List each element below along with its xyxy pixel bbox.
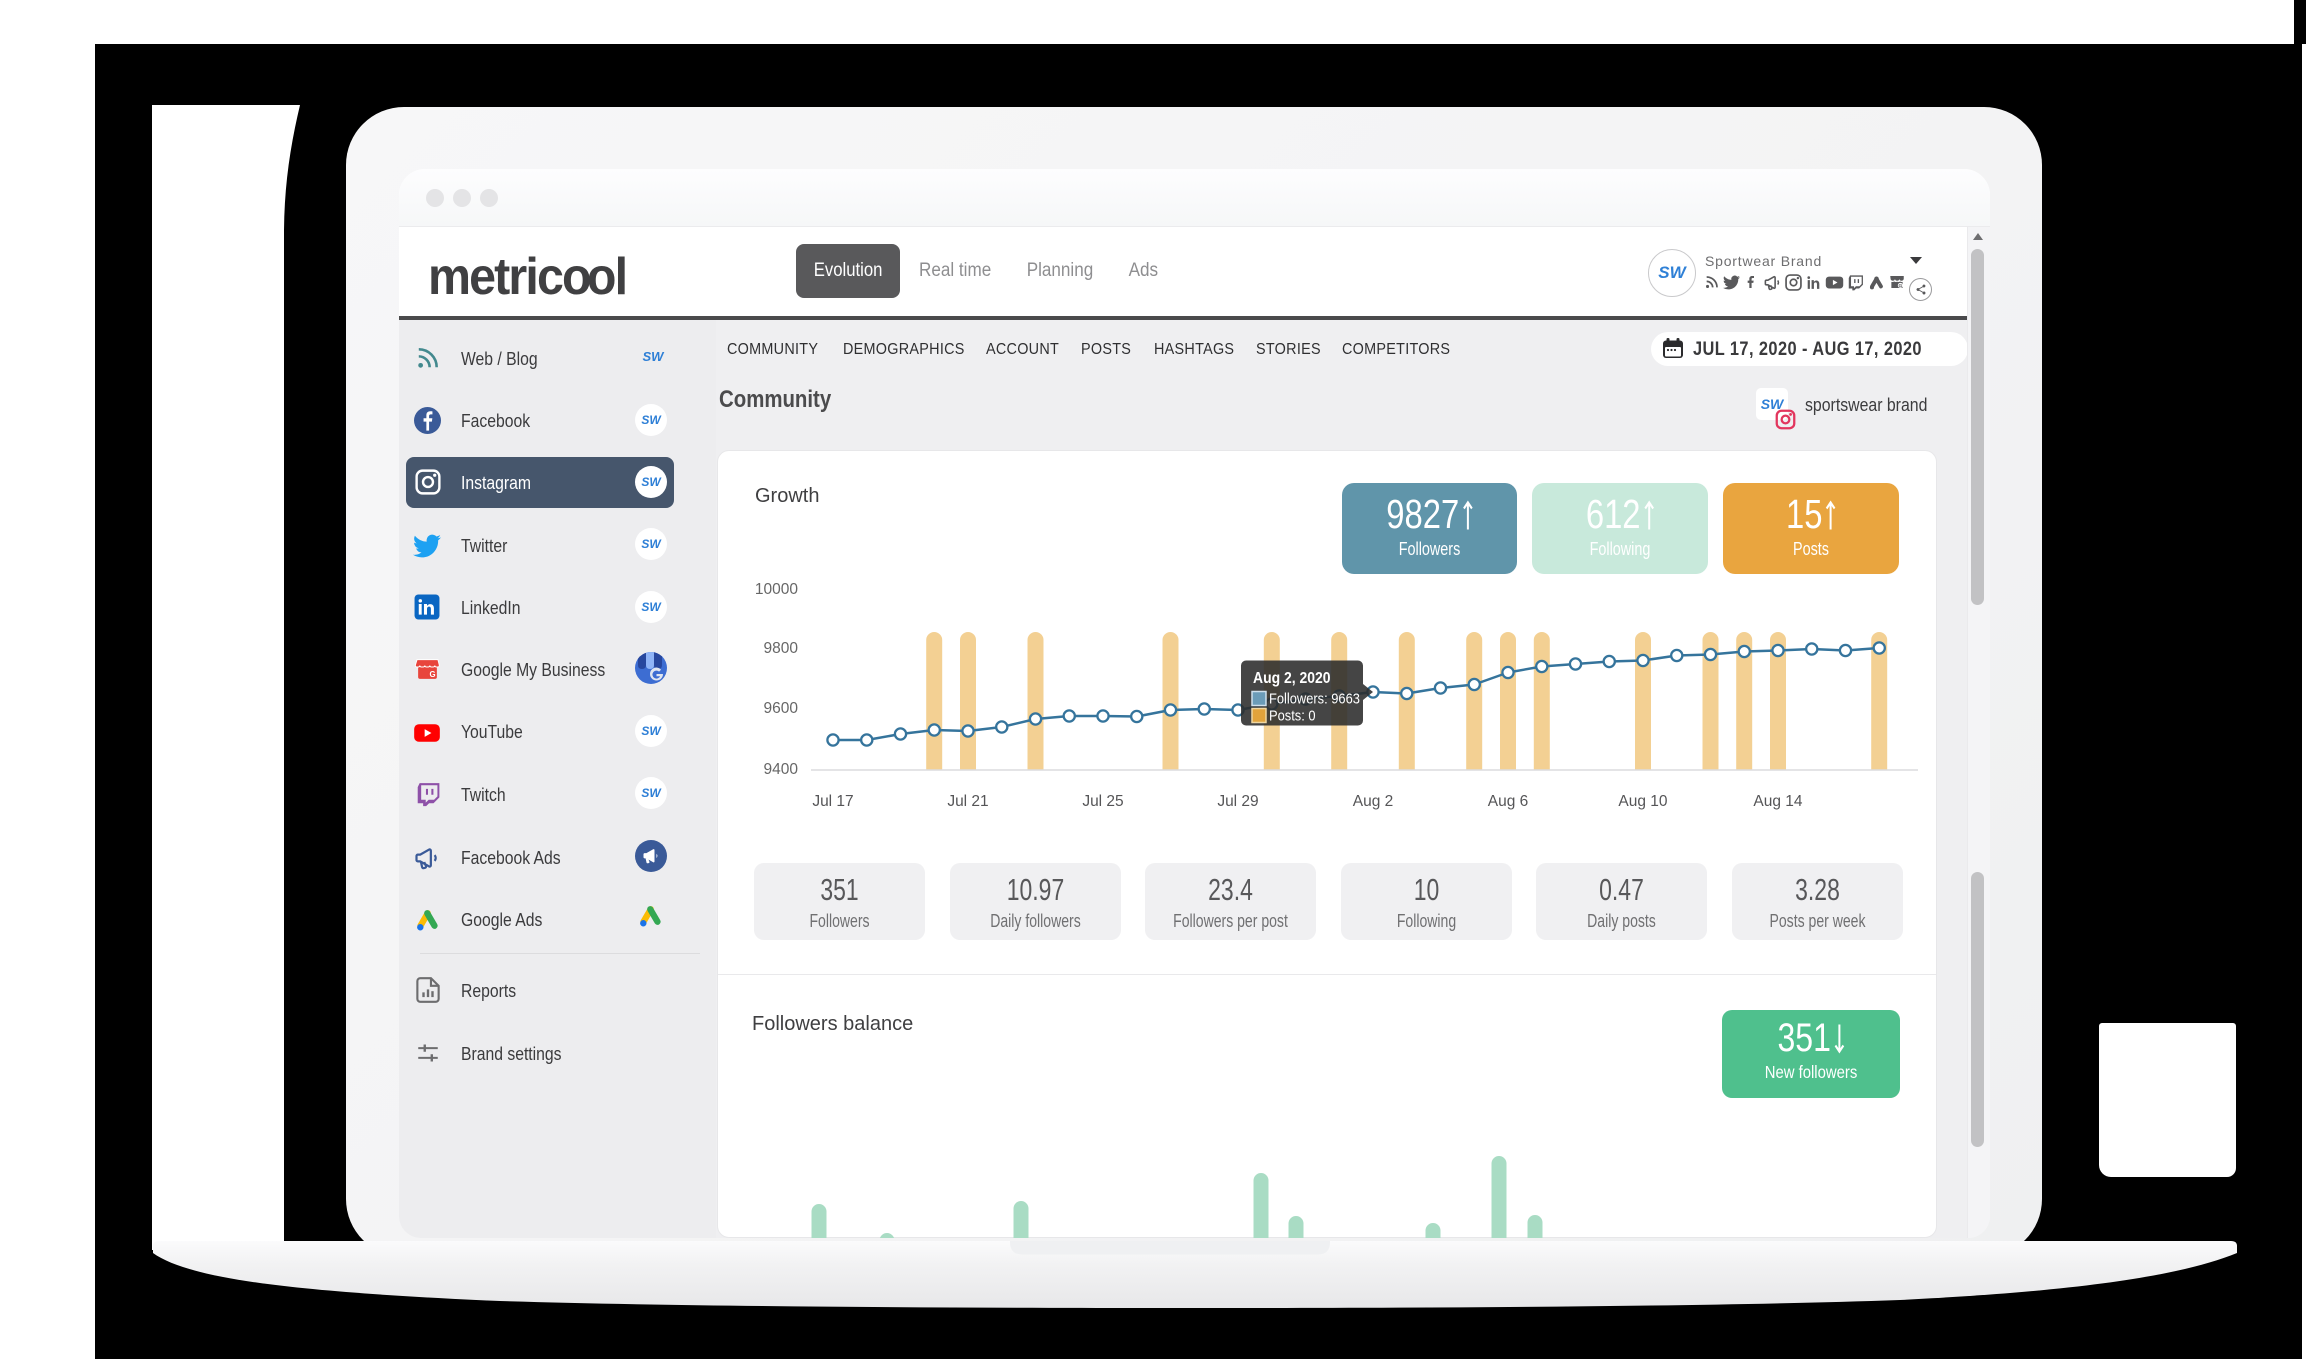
svg-text:Jul 21: Jul 21 xyxy=(947,793,988,810)
svg-text:Aug 10: Aug 10 xyxy=(1618,793,1668,810)
svg-text:Aug 14: Aug 14 xyxy=(1753,793,1803,810)
svg-text:Jul 17: Jul 17 xyxy=(812,793,853,810)
svg-text:Aug 2, 2020: Aug 2, 2020 xyxy=(1253,670,1330,687)
svg-text:Posts: 0: Posts: 0 xyxy=(1269,707,1316,724)
svg-text:Jul 29: Jul 29 xyxy=(1217,793,1258,810)
svg-text:Aug 2: Aug 2 xyxy=(1353,793,1394,810)
svg-text:G: G xyxy=(429,670,435,679)
svg-text:Jul 25: Jul 25 xyxy=(1082,793,1123,810)
svg-text:Followers: 9663: Followers: 9663 xyxy=(1269,690,1360,707)
svg-text:G: G xyxy=(1898,283,1902,289)
svg-text:Aug 6: Aug 6 xyxy=(1488,793,1529,810)
